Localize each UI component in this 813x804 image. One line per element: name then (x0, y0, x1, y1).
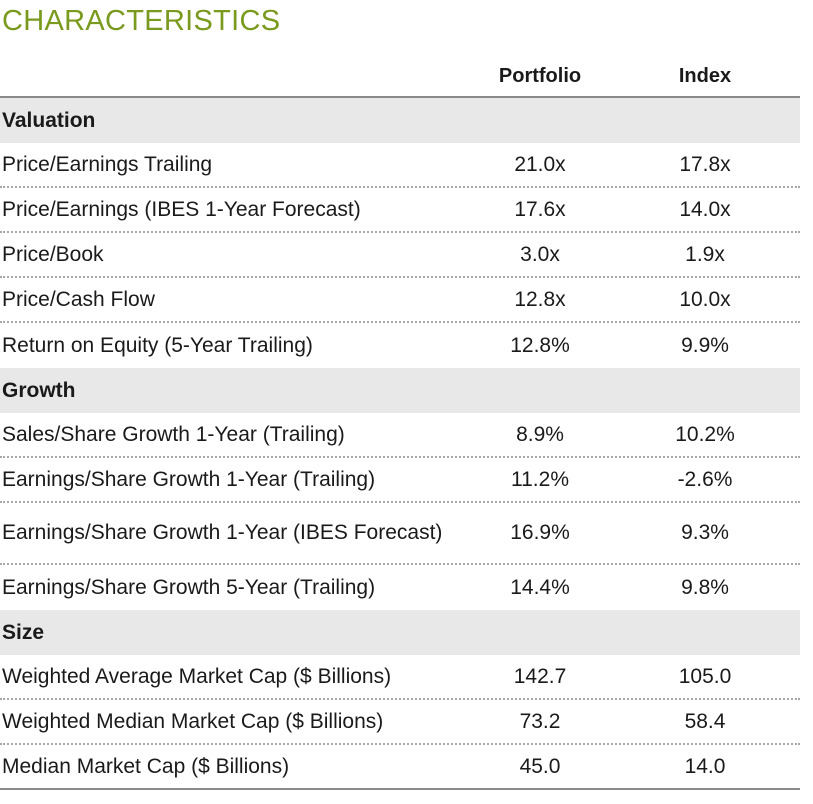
portfolio-value: 8.9% (516, 422, 564, 446)
column-header-portfolio: Portfolio (498, 65, 582, 87)
index-value: 58.4 (684, 709, 726, 733)
row-label: Earnings/Share Growth 1-Year (Trailing) (2, 467, 376, 491)
index-value: 14.0 (684, 754, 726, 778)
table-row: Weighted Median Market Cap ($ Billions) … (0, 700, 800, 745)
section-header-valuation: Valuation (0, 98, 800, 143)
section-label: Size (2, 620, 45, 644)
index-value: 14.0x (679, 197, 731, 221)
row-label: Earnings/Share Growth 5-Year (Trailing) (2, 575, 376, 599)
section-header-size: Size (0, 610, 800, 655)
section-label: Growth (2, 378, 76, 402)
table-row: Sales/Share Growth 1-Year (Trailing) 8.9… (0, 413, 800, 458)
table-row: Earnings/Share Growth 5-Year (Trailing) … (0, 565, 800, 610)
index-value: 17.8x (679, 152, 731, 176)
characteristics-table: Portfolio Index Valuation Price/Earnings… (0, 54, 800, 790)
page-title: CHARACTERISTICS (2, 5, 281, 37)
portfolio-value: 16.9% (510, 521, 570, 544)
table-row: Price/Earnings (IBES 1-Year Forecast) 17… (0, 188, 800, 233)
row-label: Earnings/Share Growth 1-Year (IBES Forec… (2, 521, 443, 544)
row-label: Return on Equity (5-Year Trailing) (2, 333, 313, 357)
portfolio-value: 17.6x (514, 197, 566, 221)
row-label: Price/Cash Flow (2, 287, 155, 311)
portfolio-value: 12.8x (514, 287, 566, 311)
row-label: Price/Earnings Trailing (2, 152, 213, 176)
portfolio-value: 45.0 (519, 754, 561, 778)
table-row: Earnings/Share Growth 1-Year (IBES Forec… (0, 503, 800, 565)
portfolio-value: 12.8% (510, 333, 570, 357)
table-row: Median Market Cap ($ Billions) 45.0 14.0 (0, 745, 800, 790)
portfolio-value: 14.4% (510, 575, 570, 599)
row-label: Weighted Median Market Cap ($ Billions) (2, 709, 384, 733)
portfolio-value: 142.7 (513, 664, 567, 688)
row-label: Price/Book (2, 242, 104, 266)
index-value: 10.0x (679, 287, 731, 311)
index-value: 9.9% (681, 333, 729, 357)
row-label: Weighted Average Market Cap ($ Billions) (2, 664, 392, 688)
row-label: Sales/Share Growth 1-Year (Trailing) (2, 422, 345, 446)
section-label: Valuation (2, 108, 96, 132)
index-value: -2.6% (677, 467, 733, 491)
row-label: Median Market Cap ($ Billions) (2, 754, 290, 778)
index-value: 9.8% (681, 575, 729, 599)
table-header: Portfolio Index (0, 54, 800, 98)
portfolio-value: 3.0x (520, 242, 560, 266)
portfolio-value: 73.2 (519, 709, 561, 733)
index-value: 9.3% (681, 521, 729, 544)
index-value: 1.9x (685, 242, 725, 266)
portfolio-value: 21.0x (514, 152, 566, 176)
column-header-index: Index (678, 65, 732, 87)
index-value: 10.2% (675, 422, 735, 446)
index-value: 105.0 (678, 664, 732, 688)
table-row: Price/Book 3.0x 1.9x (0, 233, 800, 278)
row-label: Price/Earnings (IBES 1-Year Forecast) (2, 197, 361, 221)
table-row: Weighted Average Market Cap ($ Billions)… (0, 655, 800, 700)
table-row: Earnings/Share Growth 1-Year (Trailing) … (0, 458, 800, 503)
table-row: Price/Cash Flow 12.8x 10.0x (0, 278, 800, 323)
table-row: Return on Equity (5-Year Trailing) 12.8%… (0, 323, 800, 368)
section-header-growth: Growth (0, 368, 800, 413)
portfolio-value: 11.2% (511, 467, 569, 491)
table-row: Price/Earnings Trailing 21.0x 17.8x (0, 143, 800, 188)
